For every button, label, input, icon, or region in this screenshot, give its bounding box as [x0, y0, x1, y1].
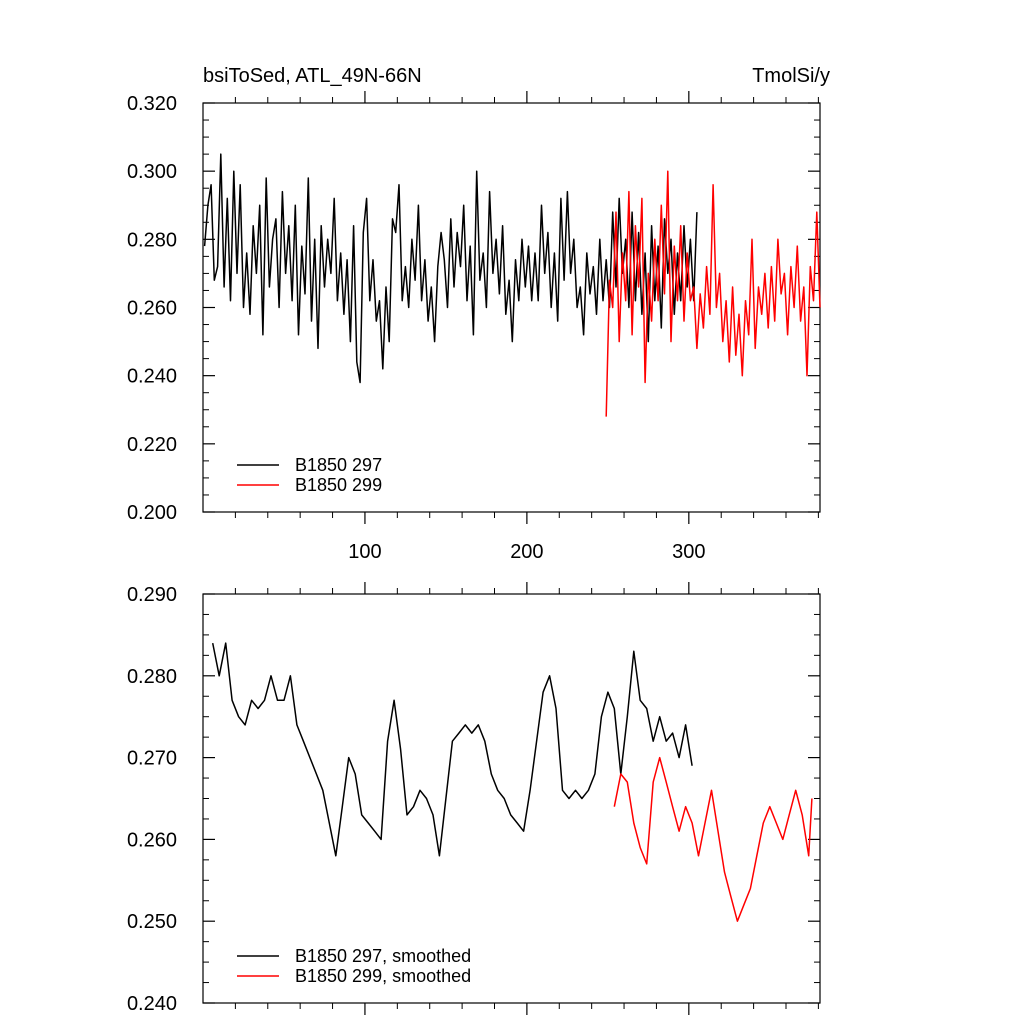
top-x-tick-label: 300: [672, 541, 705, 563]
top-panel: bsiToSed, ATL_49N-66N TmolSi/y 0.200 0.22…: [127, 65, 830, 563]
bottom-y-tick-label: 0.270: [127, 748, 177, 770]
top-y-tick-label: 0.300: [127, 161, 177, 183]
top-y-tick-label: 0.320: [127, 93, 177, 115]
bottom-y-tick-label: 0.290: [127, 584, 177, 606]
bottom-y-tick-label: 0.280: [127, 666, 177, 688]
top-plot-frame: [202, 102, 821, 513]
top-axes: 0.200 0.220 0.240 0.260 0.280 0.300 0.320 100 20…: [127, 91, 821, 563]
top-series-line-2: [605, 170, 821, 417]
top-y-tick-label: 0.280: [127, 229, 177, 251]
top-y-tick-label: 0.220: [127, 434, 177, 456]
bottom-legend-label-1: B1850 297, smoothed: [295, 946, 471, 966]
bottom-series: [211, 642, 813, 922]
bottom-legend-label-2: B1850 299, smoothed: [295, 966, 471, 986]
bottom-series-line-1: [211, 642, 693, 857]
bottom-series-line-2: [613, 756, 813, 922]
top-legend-label-2: B1850 299: [295, 475, 382, 495]
bottom-plot-frame: [202, 593, 821, 1004]
chart-title-right: TmolSi/y: [752, 65, 830, 87]
top-y-tick-label: 0.240: [127, 366, 177, 388]
chart-title-left: bsiToSed, ATL_49N-66N: [203, 65, 422, 87]
bottom-panel: 0.240 0.250 0.260 0.270 0.280 0.290 B1850 297…: [127, 582, 821, 1015]
bottom-y-tick-label: 0.240: [127, 993, 177, 1015]
top-y-tick-label: 0.200: [127, 502, 177, 524]
bottom-y-tick-label: 0.260: [127, 829, 177, 851]
top-y-tick-label: 0.260: [127, 298, 177, 320]
top-legend-label-1: B1850 297: [295, 455, 382, 475]
top-series: [203, 153, 821, 417]
top-x-tick-label: 100: [348, 541, 381, 563]
top-x-tick-label: 200: [510, 541, 543, 563]
bottom-y-tick-label: 0.250: [127, 911, 177, 933]
bottom-axes: 0.240 0.250 0.260 0.270 0.280 0.290: [127, 582, 821, 1015]
